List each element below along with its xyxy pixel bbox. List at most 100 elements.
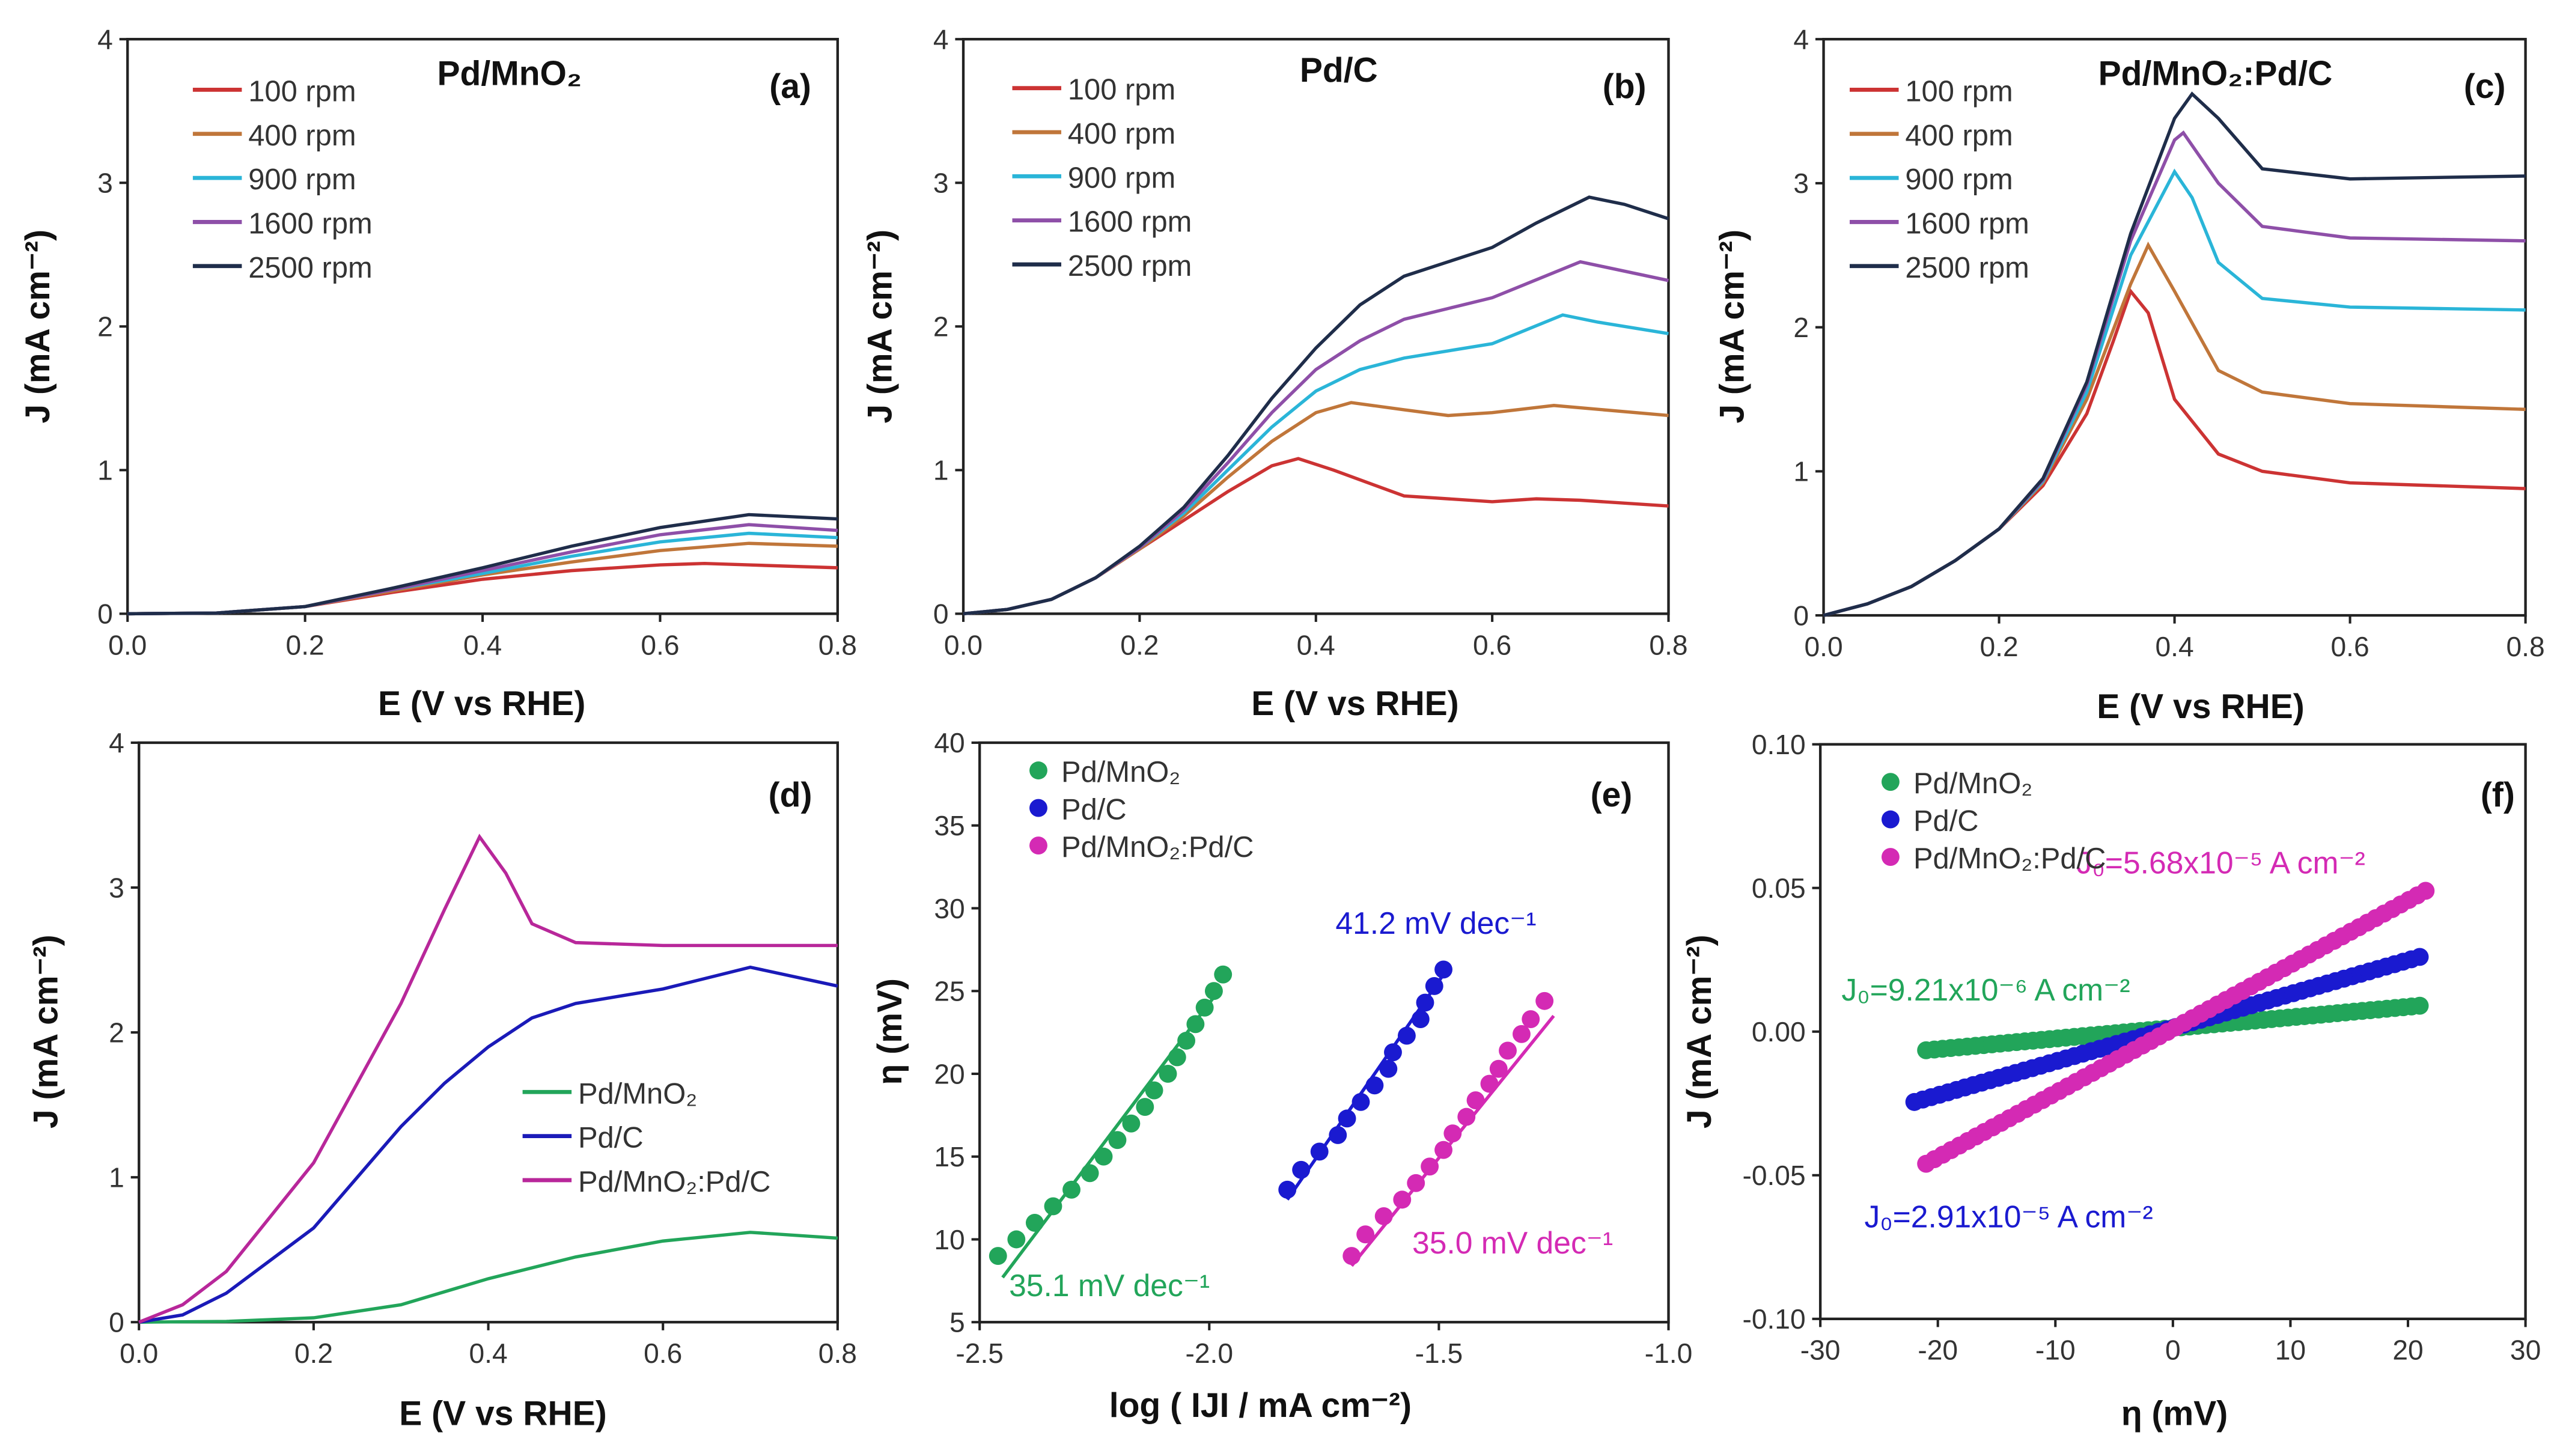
series-line (127, 513, 838, 616)
series-100 rpm (1823, 288, 2526, 617)
legend-label: 1600 rpm (1905, 207, 2029, 240)
series-1600 rpm (1823, 130, 2526, 617)
y-tick-label: 4 (933, 23, 949, 55)
x-axis-label: log ( IJI / mA cm⁻²) (1109, 1386, 1412, 1425)
series-Pd/MnO₂ (139, 1231, 838, 1324)
data-point (1186, 1015, 1205, 1034)
slope-annotation: 35.1 mV dec⁻¹ (1009, 1268, 1210, 1303)
legend-label: 2500 rpm (1905, 252, 2029, 284)
y-tick-label: 20 (934, 1058, 965, 1089)
x-tick-label: 30 (2510, 1335, 2541, 1366)
series-Pd/MnO₂:Pd/C: J₀=5.68x10⁻⁵ A cm⁻² (1917, 845, 2435, 1173)
series-Pd/MnO₂:Pd/C (138, 833, 838, 1324)
panel-label: (b) (1603, 67, 1647, 106)
slope-annotation: 35.0 mV dec⁻¹ (1412, 1225, 1613, 1260)
x-tick-label: 0.8 (2507, 631, 2545, 662)
data-point (1062, 1180, 1080, 1199)
y-tick-label: -0.10 (1742, 1303, 1805, 1335)
data-point (1411, 1010, 1430, 1029)
x-tick-label: -30 (1800, 1335, 1841, 1366)
series-Pd/C: 41.2 mV dec⁻¹ (1278, 906, 1537, 1201)
data-point (1044, 1197, 1062, 1216)
x-tick-label: 10 (2275, 1335, 2306, 1366)
y-tick-label: 15 (934, 1141, 965, 1172)
series-2500 rpm (127, 513, 838, 616)
x-tick-label: -1.5 (1415, 1338, 1463, 1369)
data-point (1434, 1141, 1452, 1159)
data-point (1108, 1131, 1127, 1150)
data-point (1195, 998, 1214, 1017)
data-point (1421, 1157, 1439, 1176)
panel-title: Pd/C (1300, 51, 1378, 90)
series-line (139, 1231, 838, 1324)
data-point (1522, 1010, 1540, 1029)
legend-label: Pd/MnO₂:Pd/C (578, 1166, 770, 1198)
slope-annotation: 41.2 mV dec⁻¹ (1335, 906, 1536, 940)
x-tick-label: 0.2 (286, 629, 325, 660)
panel-title: Pd/MnO₂:Pd/C (2098, 54, 2333, 93)
legend-label: 900 rpm (1068, 162, 1175, 194)
y-tick-label: 3 (97, 168, 113, 199)
y-tick-label: 2 (1793, 312, 1809, 343)
y-tick-label: 0 (933, 599, 949, 630)
panel-label: (f) (2481, 776, 2515, 814)
y-tick-label: 4 (1793, 23, 1809, 55)
series-line (1823, 130, 2526, 617)
series-400 rpm (963, 401, 1669, 616)
data-point (1393, 1190, 1412, 1209)
legend-label: Pd/MnO₂ (1061, 756, 1180, 788)
y-tick-label: 2 (109, 1017, 124, 1048)
y-axis-label: J (mA cm⁻²) (26, 934, 65, 1129)
y-tick-label: 0 (97, 599, 113, 630)
data-point (1342, 1247, 1361, 1265)
legend-label: 100 rpm (248, 75, 356, 108)
legend-label: Pd/MnO₂ (578, 1077, 697, 1110)
legend-label: Pd/C (1913, 805, 1979, 838)
y-tick-label: 3 (1793, 168, 1809, 199)
y-tick-label: 10 (934, 1224, 965, 1255)
data-point (1466, 1091, 1485, 1110)
data-point (1535, 991, 1554, 1010)
y-tick-label: 1 (1793, 456, 1809, 487)
legend-label: 2500 rpm (1068, 250, 1192, 282)
y-tick-label: 0.05 (1752, 873, 1806, 904)
data-point (1292, 1160, 1311, 1179)
y-tick-label: 2 (933, 311, 949, 343)
y-tick-label: 1 (97, 455, 113, 486)
legend-label: Pd/C (1061, 794, 1127, 826)
data-point (1384, 1043, 1402, 1062)
data-point (1025, 1214, 1044, 1232)
x-axis-label: E (V vs RHE) (1251, 684, 1458, 723)
data-point (1007, 1230, 1026, 1249)
data-point (1352, 1092, 1370, 1111)
data-point (1310, 1142, 1329, 1161)
x-tick-label: 0.0 (120, 1338, 158, 1369)
series-2500 rpm (1823, 91, 2526, 617)
legend-swatch (1029, 799, 1047, 817)
y-tick-label: 4 (97, 23, 113, 55)
x-tick-label: 0.0 (108, 629, 147, 660)
x-tick-label: 0.4 (1297, 629, 1335, 660)
data-point (1434, 960, 1452, 979)
y-axis-label: J (mA cm⁻²) (861, 230, 900, 424)
x-tick-label: 0.0 (944, 629, 983, 660)
x-tick-label: 0.2 (1120, 629, 1159, 660)
slope-annotation: J₀=2.91x10⁻⁵ A cm⁻² (1864, 1199, 2153, 1234)
x-axis-label: E (V vs RHE) (2097, 687, 2304, 726)
y-axis-label: η (mV) (871, 978, 909, 1085)
y-tick-label: 5 (949, 1307, 965, 1338)
x-tick-label: -2.5 (955, 1338, 1004, 1369)
data-point (1214, 965, 1233, 984)
x-tick-label: -10 (2035, 1335, 2076, 1366)
data-point (2416, 882, 2435, 900)
x-tick-label: -1.0 (1645, 1338, 1693, 1369)
panel-label: (c) (2464, 67, 2506, 106)
y-tick-label: -0.05 (1742, 1160, 1805, 1191)
y-tick-label: 25 (934, 976, 965, 1007)
x-tick-label: 0.4 (463, 629, 502, 660)
data-point (1094, 1147, 1113, 1166)
x-tick-label: 0.8 (1649, 629, 1687, 660)
series-400 rpm (1823, 242, 2526, 617)
data-point (1329, 1126, 1347, 1144)
slope-annotation: J₀=9.21x10⁻⁶ A cm⁻² (1841, 972, 2130, 1007)
